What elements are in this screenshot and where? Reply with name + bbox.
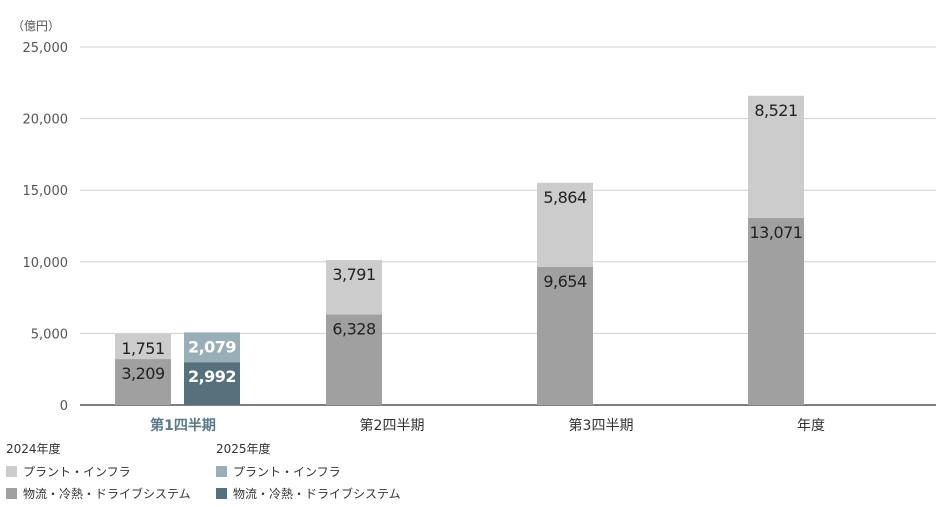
data-label: 2,992 — [188, 367, 236, 386]
bar-segment-plant-2024 — [748, 95, 804, 218]
data-label: 1,751 — [121, 339, 164, 358]
data-label: 13,071 — [750, 223, 803, 242]
bar-segment-logistics-2024 — [748, 217, 804, 405]
legend-item-logistics: 物流・冷熱・ドライブシステム — [216, 485, 401, 502]
y-tick-label: 15,000 — [23, 184, 69, 199]
bar-segment-plant-2024 — [326, 260, 382, 315]
legend-swatch — [6, 488, 17, 499]
legend-item-label: 物流・冷熱・ドライブシステム — [23, 487, 191, 501]
data-label: 6,328 — [332, 319, 376, 338]
legend-swatch — [216, 466, 227, 477]
data-label: 8,521 — [754, 101, 797, 120]
bar-segment-plant-2024 — [537, 182, 593, 267]
legend-item-label: 物流・冷熱・ドライブシステム — [233, 487, 401, 501]
data-label: 5,864 — [543, 188, 587, 207]
bar-segment-logistics-2024 — [326, 314, 382, 405]
data-label: 9,654 — [543, 272, 587, 291]
legend-item-label: プラント・インフラ — [23, 465, 131, 479]
x-category-label: 第2四半期 — [360, 417, 425, 434]
y-tick-label: 25,000 — [23, 41, 69, 56]
bar-segment-plant-2024 — [115, 333, 171, 360]
y-tick-label: 10,000 — [23, 256, 69, 271]
y-tick-label: 0 — [60, 399, 68, 414]
x-category-label: 第3四半期 — [569, 417, 634, 434]
bar-segment-logistics-2025 — [184, 362, 240, 405]
legend-item-plant: プラント・インフラ — [216, 463, 401, 480]
legend-group-title: 2024年度 — [6, 442, 61, 456]
y-tick-label: 20,000 — [23, 113, 69, 128]
y-axis-unit-label: （億円） — [12, 19, 60, 33]
legend-swatch — [6, 466, 17, 477]
bar-segment-logistics-2024 — [115, 359, 171, 405]
bar-segment-logistics-2024 — [537, 266, 593, 405]
legend-item-plant: プラント・インフラ — [6, 463, 191, 480]
legend-item-logistics: 物流・冷熱・ドライブシステム — [6, 485, 191, 502]
legend-group-title: 2025年度 — [216, 442, 271, 456]
legend-group-2024: 2024年度 プラント・インフラ 物流・冷熱・ドライブシステム — [6, 440, 191, 507]
x-category-label: 年度 — [797, 418, 825, 434]
bar-segment-plant-2025 — [184, 332, 240, 363]
x-category-label: 第1四半期 — [150, 417, 216, 434]
data-label: 2,079 — [188, 337, 236, 356]
data-label: 3,791 — [332, 265, 375, 284]
legend-item-label: プラント・インフラ — [233, 465, 341, 479]
y-tick-label: 5,000 — [31, 327, 68, 342]
data-label: 3,209 — [121, 364, 165, 383]
legend-group-2025: 2025年度 プラント・インフラ 物流・冷熱・ドライブシステム — [216, 440, 401, 507]
legend-swatch — [216, 488, 227, 499]
